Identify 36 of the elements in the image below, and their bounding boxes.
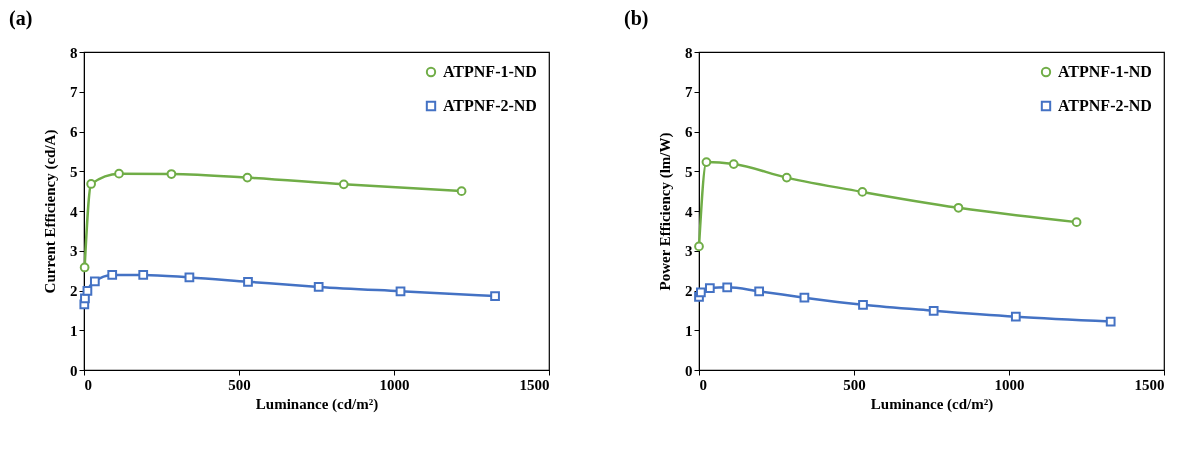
x-tick-label: 0 [699, 376, 707, 393]
legend-label: ATPNF-2-ND [1058, 97, 1152, 114]
y-tick-label: 5 [685, 163, 693, 180]
x-axis-title: Luminance (cd/m²) [870, 395, 994, 413]
y-tick-label: 0 [70, 362, 78, 379]
y-axis-title: Current Efficiency (cd/A) [42, 129, 59, 294]
x-tick-label: 1000 [994, 376, 1025, 393]
y-tick-label: 2 [70, 283, 78, 299]
y-tick-label: 2 [685, 283, 693, 299]
y-tick-label: 0 [685, 362, 693, 379]
y-tick-label: 6 [70, 124, 78, 140]
x-tick-label: 1000 [379, 376, 410, 393]
y-tick-label: 4 [685, 203, 693, 220]
y-tick-label: 3 [70, 243, 78, 260]
legend-label: ATPNF-1-ND [1058, 63, 1152, 80]
x-tick-label: 500 [228, 376, 251, 393]
y-tick-label: 3 [685, 243, 693, 260]
y-tick-label: 8 [685, 44, 693, 61]
chart-title: (a) [9, 7, 33, 30]
y-tick-label: 4 [70, 203, 78, 220]
y-axis-title: Power Efficiency (lm/W) [657, 132, 674, 291]
legend-label: ATPNF-1-ND [443, 63, 537, 80]
chart-title: (b) [624, 7, 649, 30]
y-tick-label: 1 [70, 322, 78, 339]
x-axis-title: Luminance (cd/m²) [255, 395, 379, 413]
y-tick-label: 7 [70, 84, 78, 101]
y-tick-label: 8 [70, 44, 78, 61]
x-tick-label: 1500 [1134, 376, 1165, 393]
x-tick-label: 0 [84, 376, 92, 393]
x-tick-label: 1500 [519, 376, 550, 393]
x-tick-label: 500 [843, 376, 866, 393]
y-tick-label: 6 [685, 124, 693, 140]
legend-label: ATPNF-2-ND [443, 97, 537, 114]
y-tick-label: 1 [685, 322, 693, 339]
y-tick-label: 5 [70, 163, 78, 180]
y-tick-label: 7 [685, 84, 693, 101]
